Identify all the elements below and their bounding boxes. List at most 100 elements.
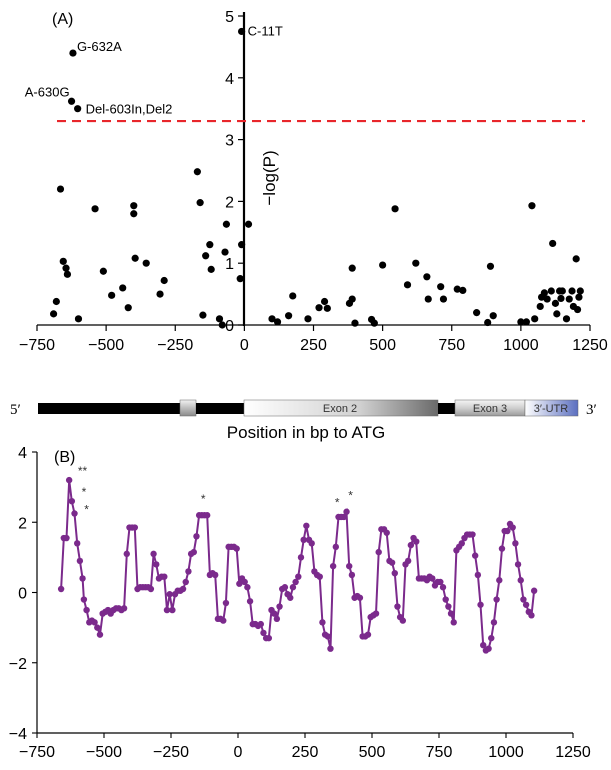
snp-point — [193, 168, 201, 176]
snp-point — [473, 309, 481, 317]
snp-annotations: C-11T G-632A A-630G Del-603In,Del2 — [25, 23, 283, 116]
panel-b-point — [329, 562, 337, 570]
snp-point — [536, 302, 544, 311]
snp-point — [236, 275, 244, 283]
panel-b-y-tick-label: −4 — [9, 726, 27, 743]
panel-b-x-tick-label: 1250 — [555, 744, 591, 761]
significance-star: * — [335, 495, 340, 509]
panel-b-point — [517, 577, 524, 584]
panel-b-point — [300, 536, 307, 544]
snp-point — [215, 315, 224, 323]
significance-stars: ***** ** — [78, 464, 353, 517]
snp-point-annotated — [69, 49, 77, 57]
snp-point — [531, 315, 539, 323]
panel-a-y-tick-label: 2 — [225, 194, 234, 211]
panel-b-point — [57, 585, 65, 593]
snp-point — [489, 312, 497, 320]
panel-b-point — [445, 603, 452, 610]
snp-point — [156, 290, 164, 298]
panel-b-point — [346, 562, 353, 570]
intron-1 — [196, 403, 244, 414]
panel-a-x-tick-label: 1250 — [572, 337, 608, 354]
panel-b-point — [147, 585, 155, 593]
panel-b-point — [514, 561, 522, 568]
snp-point — [486, 262, 495, 270]
manhattan-plot: (A) −750 −500 −250 0 250 500 750 1000 1250 0 1 2 3 4… — [19, 9, 608, 354]
panel-a-y-tick-label: 1 — [225, 256, 234, 273]
snp-point — [108, 291, 116, 299]
panel-b-point — [76, 557, 84, 565]
snp-point — [573, 305, 582, 314]
panel-a-x-tick-label: 250 — [300, 337, 327, 354]
panel-a-y-tick-label: 0 — [225, 318, 234, 335]
panel-b-point — [287, 594, 294, 601]
panel-b-point — [509, 524, 516, 531]
panel-b-point — [123, 550, 130, 558]
panel-b-point — [327, 645, 334, 652]
snp-annotation-label: Del-603In,Del2 — [86, 102, 173, 117]
panel-b-point — [166, 591, 173, 598]
snp-point — [206, 241, 214, 249]
snp-point — [568, 287, 576, 295]
panel-b-point — [407, 541, 415, 549]
panel-a-x-tick-label: −250 — [157, 337, 193, 354]
score-line-plot: (B) −750 −500 −250 0 250 500 750 1000 1250 −4 −2 0… — [9, 445, 591, 761]
panel-b-point — [324, 633, 331, 640]
snp-point — [74, 315, 83, 323]
intron-2 — [438, 403, 455, 414]
snp-point — [540, 289, 548, 297]
snp-point — [528, 202, 536, 210]
panel-b-point — [185, 568, 192, 575]
snp-point — [207, 265, 215, 273]
panel-b-point — [458, 540, 465, 547]
panel-b-x-tick-label: −250 — [153, 744, 189, 761]
snp-annotation-label: A-630G — [25, 84, 70, 99]
exon-2-label: Exon 2 — [323, 403, 357, 415]
snp-annotation-label: G-632A — [77, 39, 122, 54]
x-axis-caption: Position in bp to ATG — [227, 423, 385, 442]
panel-b-x-tick-labels: −750 −500 −250 0 250 500 750 1000 1250 — [19, 744, 591, 761]
snp-point — [218, 321, 226, 329]
panel-b-label: (B) — [54, 449, 75, 466]
panel-b-point — [74, 540, 81, 547]
significance-star: * — [84, 502, 89, 516]
panel-a-x-tick-label: −750 — [19, 337, 55, 354]
panel-a-x-tick-label: 500 — [369, 337, 396, 354]
panel-b-point — [212, 571, 219, 579]
panel-b-point — [193, 533, 200, 540]
gene-structure: 5′ Exon 2 Exon 3 3′-UTR 3′ Position in b… — [10, 399, 597, 442]
panel-b-point — [447, 610, 455, 617]
snp-point — [547, 287, 555, 295]
panel-b-point — [257, 620, 264, 628]
snp-annotation-label: C-11T — [248, 23, 283, 38]
panel-b-point — [163, 606, 171, 614]
panel-b-point — [71, 510, 78, 517]
snp-point — [63, 270, 72, 278]
snp-point-annotated — [67, 97, 76, 105]
panel-b-y-tick-labels: −4 −2 0 2 4 — [9, 445, 27, 743]
panel-b-point — [131, 524, 139, 531]
panel-b-point — [391, 569, 398, 577]
snp-point — [576, 287, 584, 295]
panel-b-point — [281, 584, 289, 591]
panel-b-point — [343, 508, 350, 515]
panel-b-point — [276, 603, 283, 610]
panel-b-points — [57, 476, 538, 654]
snp-point — [238, 241, 246, 249]
snp-point — [52, 297, 60, 306]
panel-b-point — [222, 599, 230, 607]
snp-point — [130, 202, 138, 210]
panel-b-point — [182, 578, 189, 586]
panel-a-y-tick-label: 5 — [225, 9, 234, 26]
panel-b-point — [437, 578, 444, 586]
snp-point — [124, 304, 132, 312]
panel-b-axes — [32, 451, 574, 738]
snp-point — [553, 310, 561, 318]
panel-b-point — [394, 603, 401, 610]
snp-point — [119, 284, 127, 292]
snp-point — [273, 318, 282, 326]
panel-b-point — [522, 601, 530, 608]
panel-b-point — [480, 641, 487, 649]
panel-b-point — [68, 497, 76, 505]
